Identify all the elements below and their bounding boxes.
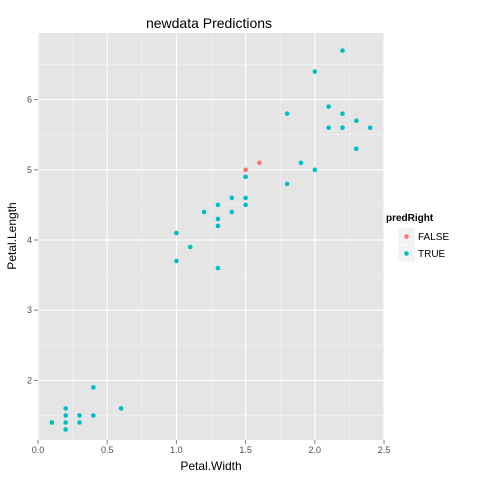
- point-true: [63, 427, 68, 432]
- legend: predRight FALSE TRUE: [386, 213, 449, 263]
- data-points: [49, 48, 373, 432]
- x-tick-label: 0.5: [101, 445, 114, 455]
- y-tick-label: 6: [27, 95, 32, 105]
- x-tick-label: 0.0: [32, 445, 45, 455]
- point-true: [284, 181, 290, 187]
- point-true: [340, 111, 345, 116]
- chart-title: newdata Predictions: [146, 15, 272, 31]
- x-tick-label: 2.5: [378, 445, 391, 455]
- point-true: [367, 125, 373, 131]
- point-true: [243, 195, 248, 201]
- point-true: [215, 202, 221, 208]
- minor-gridlines: [38, 33, 384, 440]
- point-false: [243, 167, 248, 173]
- major-gridlines: [37, 33, 385, 440]
- point-true: [229, 195, 235, 201]
- y-tick-label: 4: [27, 235, 32, 245]
- x-tick-label: 2.0: [309, 445, 322, 455]
- x-tick-label: 1.5: [239, 445, 252, 455]
- x-axis-title: Petal.Width: [180, 459, 241, 473]
- point-true: [215, 223, 221, 229]
- point-true: [312, 69, 318, 74]
- point-true: [63, 406, 68, 411]
- point-true: [340, 125, 345, 131]
- point-true: [77, 420, 82, 425]
- y-tick-label: 5: [27, 165, 32, 175]
- point-true: [215, 265, 221, 271]
- point-true: [215, 216, 221, 222]
- point-true: [174, 258, 179, 264]
- point-true: [63, 420, 68, 425]
- point-true: [77, 413, 82, 418]
- point-true: [174, 230, 179, 236]
- point-true: [326, 104, 331, 109]
- point-true: [229, 209, 235, 215]
- legend-key-false: [404, 234, 409, 239]
- legend-title: predRight: [386, 213, 434, 224]
- point-true: [354, 146, 359, 152]
- point-true: [312, 167, 318, 173]
- y-tick-label: 2: [27, 375, 32, 385]
- point-true: [354, 118, 359, 124]
- point-true: [118, 406, 124, 411]
- legend-entries: FALSE TRUE: [397, 227, 449, 263]
- point-true: [201, 209, 207, 215]
- point-true: [49, 420, 55, 425]
- axis-ticks: [34, 99, 385, 444]
- y-axis-tick-labels: 2 3 4 5 6: [27, 95, 32, 386]
- point-true: [243, 174, 248, 180]
- point-true: [298, 160, 304, 166]
- point-true: [91, 385, 96, 390]
- legend-label-true: TRUE: [418, 249, 446, 260]
- x-axis-tick-labels: 0.0 0.5 1.0 1.5 2.0 2.5: [32, 445, 391, 455]
- point-true: [91, 413, 96, 418]
- x-tick-label: 1.0: [170, 445, 183, 455]
- point-true: [63, 413, 68, 418]
- legend-label-false: FALSE: [418, 232, 449, 243]
- point-true: [187, 244, 193, 250]
- point-true: [243, 202, 248, 208]
- point-true: [326, 125, 331, 131]
- point-true: [340, 48, 345, 53]
- y-axis-title: Petal.Length: [5, 202, 19, 269]
- y-tick-label: 3: [27, 305, 32, 315]
- point-false: [257, 160, 262, 166]
- legend-key-true: [404, 251, 409, 256]
- point-true: [284, 111, 290, 116]
